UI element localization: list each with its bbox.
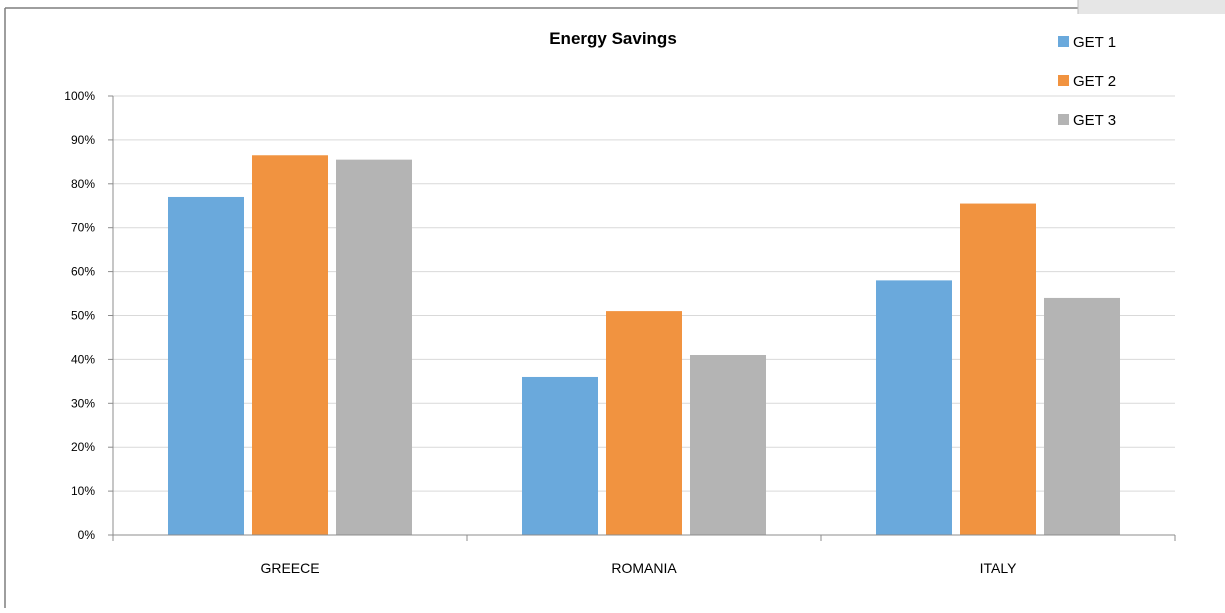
x-axis <box>112 96 1176 541</box>
y-tick-label: 60% <box>71 265 95 279</box>
y-tick-label: 50% <box>71 309 95 323</box>
bar <box>168 196 244 535</box>
y-tick-label: 90% <box>71 133 95 147</box>
bar <box>960 203 1036 535</box>
bars <box>168 155 1120 535</box>
x-tick-label: ROMANIA <box>611 560 677 576</box>
y-tick-label: 10% <box>71 484 95 498</box>
legend-swatch <box>1058 114 1069 125</box>
legend-swatch <box>1058 75 1069 86</box>
legend-swatch <box>1058 36 1069 47</box>
y-tick-label: 80% <box>71 177 95 191</box>
bar <box>252 155 328 535</box>
bar <box>690 355 766 535</box>
y-tick-label: 100% <box>64 89 95 103</box>
legend-label: GET 1 <box>1073 34 1116 51</box>
x-tick-label: GREECE <box>260 560 319 576</box>
legend-label: GET 2 <box>1073 73 1116 90</box>
y-tick-label: 40% <box>71 352 95 366</box>
legend: GET 1 GET 2 GET 3 <box>1058 34 1116 129</box>
bar <box>876 280 952 535</box>
corner-panel <box>1078 0 1225 14</box>
legend-label: GET 3 <box>1073 112 1116 129</box>
y-tick-label: 30% <box>71 396 95 410</box>
x-axis-tick-labels: GREECE ROMANIA ITALY <box>260 560 1017 576</box>
y-tick-label: 20% <box>71 440 95 454</box>
chart-title: Energy Savings <box>549 29 677 48</box>
x-tick-label: ITALY <box>980 560 1017 576</box>
y-tick-label: 70% <box>71 221 95 235</box>
y-axis-tick-labels: 0% 10% 20% 30% 40% 50% 60% 70% 80% 90% 100% <box>64 89 95 542</box>
bar <box>606 311 682 535</box>
bar <box>522 376 598 535</box>
bar <box>336 159 412 535</box>
y-tick-label: 0% <box>78 528 96 542</box>
bar <box>1044 297 1120 535</box>
